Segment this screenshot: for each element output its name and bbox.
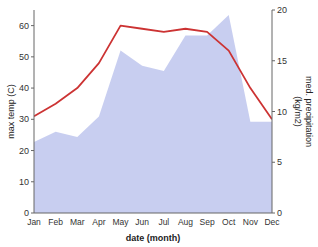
chart: 010203040506005101520JanFebMarAprMayJunJ… — [0, 0, 318, 247]
y-tick — [31, 181, 34, 182]
y2-axis-label: med. precipitation(kg/m2) — [293, 76, 314, 147]
chart-container: 010203040506005101520JanFebMarAprMayJunJ… — [0, 0, 318, 247]
y2-tick — [272, 10, 275, 11]
y-tick-label: 30 — [19, 114, 29, 124]
y-tick-label: 10 — [19, 177, 29, 187]
y2-tick — [272, 60, 275, 61]
x-tick-label: May — [113, 217, 130, 227]
y2-tick-label: 5 — [277, 157, 282, 167]
x-tick-label: Mar — [70, 217, 85, 227]
plot-area — [34, 15, 272, 213]
x-axis-label: date (month) — [126, 233, 181, 243]
y-tick-label: 50 — [19, 52, 29, 62]
y2-tick — [272, 213, 275, 214]
y2-axis-label-line: med. precipitation — [304, 76, 314, 147]
y-tick-label: 20 — [19, 146, 29, 156]
y2-tick-label: 15 — [277, 56, 287, 66]
y-tick — [31, 88, 34, 89]
y-tick — [31, 56, 34, 57]
x-tick-label: Aug — [178, 217, 193, 227]
y-axis-line — [34, 10, 35, 213]
precipitation-area — [34, 15, 272, 213]
y-axis-label: max temp (C) — [6, 84, 16, 139]
x-tick-label: Dec — [264, 217, 280, 227]
y2-tick — [272, 111, 275, 112]
y-tick — [31, 150, 34, 151]
y2-tick — [272, 162, 275, 163]
x-tick-label: Jul — [158, 217, 169, 227]
x-tick-label: Nov — [243, 217, 259, 227]
x-tick-label: Jun — [135, 217, 149, 227]
x-tick-label: Oct — [222, 217, 236, 227]
y-tick — [31, 213, 34, 214]
y-tick-label: 60 — [19, 21, 29, 31]
y2-tick-label: 10 — [277, 107, 287, 117]
y-tick — [31, 25, 34, 26]
x-tick-label: Sep — [200, 217, 215, 227]
x-tick-label: Apr — [92, 217, 105, 227]
y-tick — [31, 119, 34, 120]
x-axis-line — [34, 213, 272, 214]
x-tick-label: Jan — [27, 217, 41, 227]
y-tick-label: 40 — [19, 83, 29, 93]
y2-axis-label-line: (kg/m2) — [293, 96, 303, 127]
y2-tick-label: 20 — [277, 5, 287, 15]
x-tick-label: Feb — [48, 217, 63, 227]
temperature-line — [34, 26, 272, 120]
